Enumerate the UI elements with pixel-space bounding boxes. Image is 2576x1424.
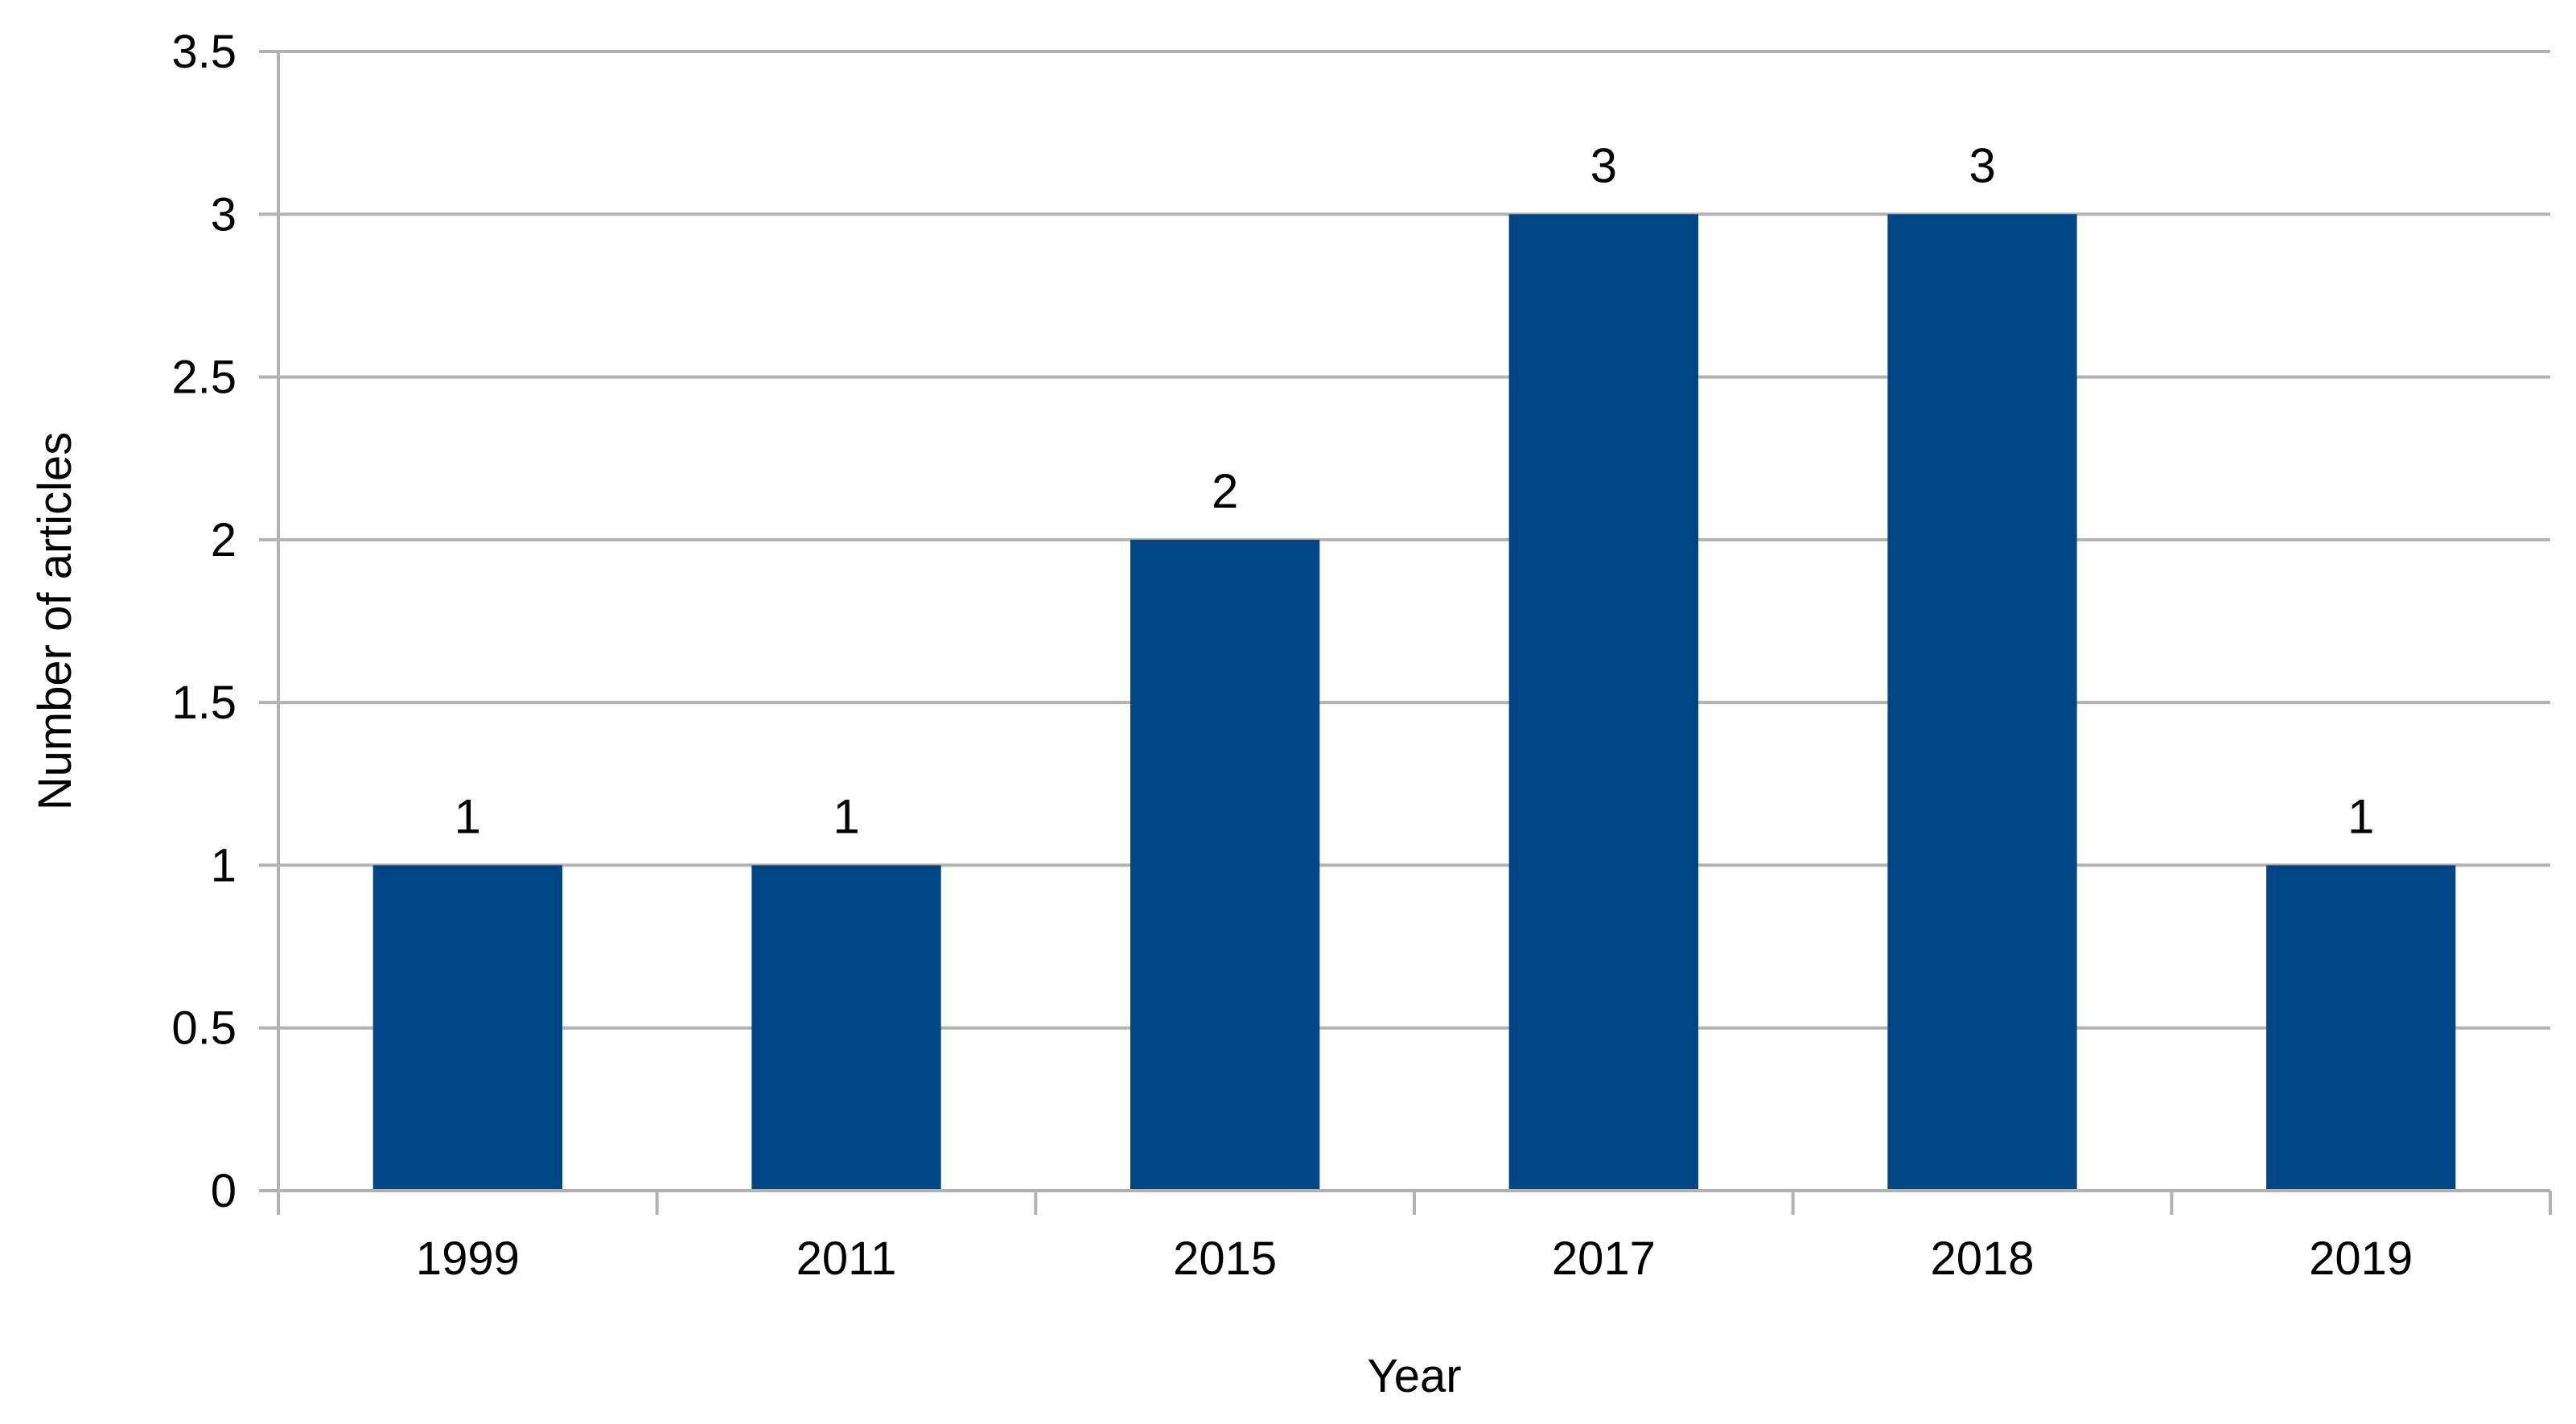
y-tick-label: 3.5 bbox=[171, 26, 237, 78]
axes bbox=[277, 51, 2550, 1192]
bars bbox=[372, 214, 2456, 1191]
x-tick-label: 2017 bbox=[1552, 1233, 1656, 1285]
bar-2017 bbox=[1508, 214, 1698, 1191]
x-tick-label: 2019 bbox=[2309, 1233, 2413, 1285]
x-axis-title: Year bbox=[1367, 1350, 1461, 1402]
bar-1999 bbox=[372, 865, 562, 1191]
x-tick-labels: 1999 2011 2015 2017 2018 2019 bbox=[277, 1191, 2552, 1285]
y-tick-label: 3 bbox=[211, 188, 237, 241]
y-tick-label: 1.5 bbox=[171, 677, 237, 729]
x-tick-label: 2018 bbox=[1930, 1233, 2034, 1285]
data-label: 3 bbox=[1590, 138, 1617, 192]
bar-2019 bbox=[2266, 865, 2456, 1191]
x-tick-label: 1999 bbox=[416, 1233, 520, 1285]
gridlines bbox=[278, 50, 2550, 1030]
y-tick-label: 0 bbox=[211, 1165, 237, 1217]
y-tick-label: 2.5 bbox=[171, 352, 237, 404]
data-label: 1 bbox=[833, 789, 859, 843]
bar-2015 bbox=[1130, 539, 1320, 1191]
data-label: 1 bbox=[455, 789, 481, 843]
data-labels: 1 1 2 3 3 1 bbox=[455, 138, 2375, 843]
y-tick-label: 1 bbox=[211, 839, 237, 891]
data-label: 1 bbox=[2348, 789, 2374, 843]
y-tick-label: 2 bbox=[211, 514, 237, 566]
y-tick-labels: 0 0.5 1 1.5 2 2.5 3 3.5 bbox=[171, 26, 278, 1217]
data-label: 2 bbox=[1212, 464, 1238, 518]
x-tick-label: 2015 bbox=[1173, 1233, 1277, 1285]
bar-2011 bbox=[751, 865, 941, 1191]
y-tick-label: 0.5 bbox=[171, 1002, 237, 1055]
x-tick-label: 2011 bbox=[796, 1233, 897, 1285]
y-axis-title: Number of articles bbox=[29, 432, 81, 811]
data-label: 3 bbox=[1969, 138, 1995, 192]
bar-2018 bbox=[1887, 214, 2077, 1191]
